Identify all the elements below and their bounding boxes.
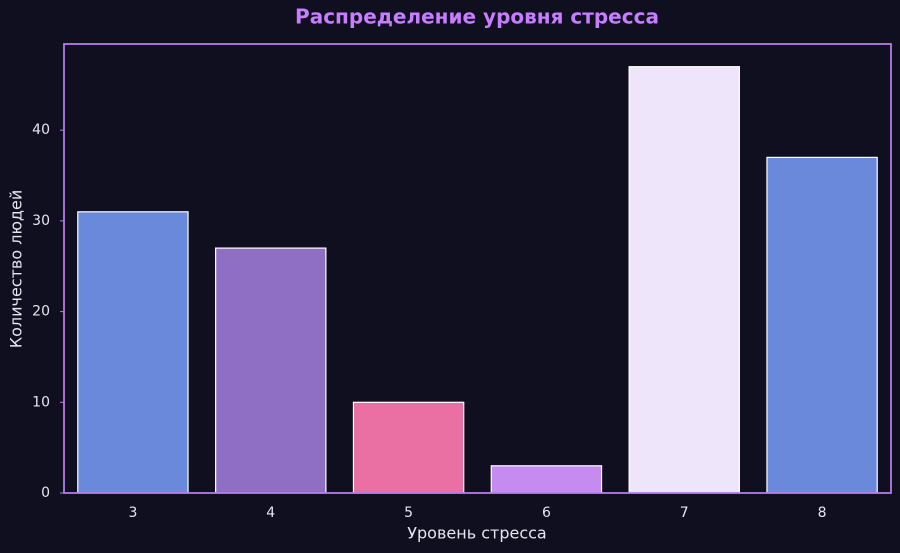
bar [215, 247, 327, 494]
chart-title: Распределение уровня стресса [295, 5, 659, 29]
bar [77, 211, 189, 494]
bar [490, 465, 603, 494]
y-tick-label: 10 [32, 394, 50, 410]
y-tick-label: 0 [41, 485, 50, 501]
bar [766, 156, 878, 494]
x-tick-label: 4 [266, 505, 275, 521]
x-tick-label: 6 [542, 505, 551, 521]
x-tick-label: 5 [404, 505, 413, 521]
y-tick-label: 40 [32, 122, 50, 138]
x-tick-label: 3 [128, 505, 137, 521]
bar [352, 401, 465, 494]
plot-frame [63, 43, 892, 494]
x-tick-label: 7 [680, 505, 689, 521]
y-axis-label: Количество людей [7, 190, 26, 349]
y-tick-label: 30 [32, 213, 50, 229]
bar [628, 66, 740, 494]
y-tick-label: 20 [32, 304, 50, 320]
x-axis-label: Уровень стресса [407, 524, 546, 543]
x-tick-label: 8 [818, 505, 827, 521]
